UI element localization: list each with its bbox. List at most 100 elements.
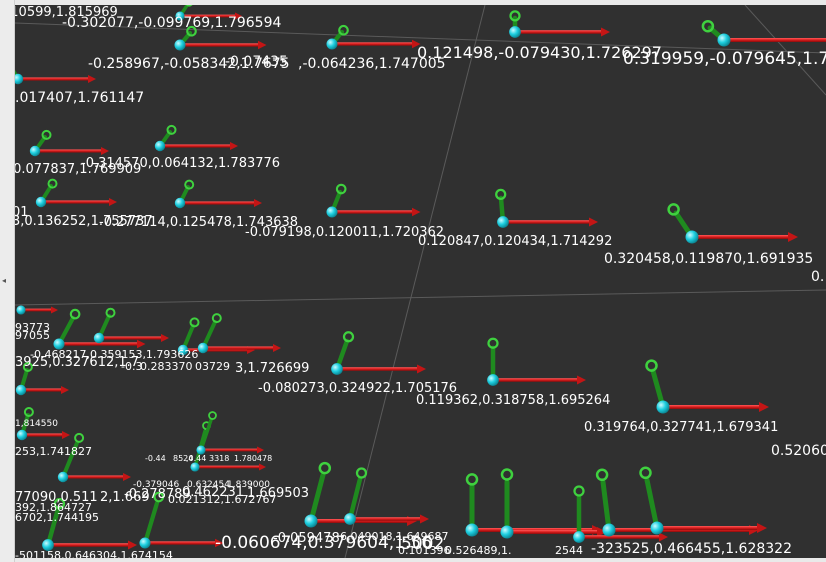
y-axis-arrowhead	[186, 25, 197, 37]
tf-frame	[15, 69, 96, 85]
frame-label: 6,049018,1.649687	[340, 530, 449, 543]
tf-frame	[29, 129, 109, 157]
frame-origin-sphere	[190, 462, 200, 472]
y-axis-arrowhead	[208, 411, 217, 420]
tf-frame	[139, 491, 224, 549]
x-axis-arrow	[332, 42, 412, 46]
collapse-arrow-icon[interactable]: ◂	[2, 276, 7, 285]
y-axis-arrowhead	[667, 203, 680, 216]
frame-label: 77090,0.511	[15, 490, 98, 505]
frame-label: -0.302077,-0.099769,1.796594	[62, 15, 282, 31]
frame-label: 0.320458,0.119870,1.691935	[604, 251, 814, 267]
tf-frame	[500, 468, 607, 539]
x-axis-arrow	[183, 348, 247, 352]
frame-origin-sphere	[487, 374, 499, 386]
y-axis-arrowhead	[69, 308, 81, 320]
frame-origin-sphere	[573, 531, 585, 543]
tf-frame	[42, 497, 137, 551]
left-panel[interactable]: ◂	[0, 0, 15, 562]
frame-origin-sphere	[16, 305, 26, 315]
tf-frame	[331, 331, 426, 375]
y-axis-arrowhead	[355, 467, 368, 479]
y-axis-arrowhead	[318, 461, 332, 475]
x-axis-arrow	[59, 342, 137, 346]
x-axis-arrowhead	[62, 431, 70, 439]
y-axis-arrowhead	[22, 362, 33, 372]
x-axis-arrow	[21, 388, 61, 392]
frame-label: 1.780478	[234, 454, 273, 463]
frame-label: -0.379046	[133, 480, 180, 490]
frame-origin-sphere	[15, 73, 24, 85]
frame-label: -0.3	[121, 360, 143, 373]
x-axis-arrowhead	[601, 27, 610, 37]
frame-origin-sphere	[175, 11, 185, 21]
x-axis-arrow	[657, 526, 757, 530]
frame-label: 0.319959,-0.079645,1.70	[623, 49, 826, 69]
y-axis-arrowhead	[105, 307, 116, 318]
x-axis-arrow	[332, 210, 412, 214]
frame-origin-sphere	[656, 400, 670, 414]
frame-label: 0.120847,0.120434,1.714292	[418, 234, 613, 249]
x-axis-arrow	[579, 535, 659, 539]
x-axis-arrowhead	[254, 199, 262, 207]
3d-viewport[interactable]: 110599,1.815969 -0.302077,-0.099769,1.79…	[15, 5, 826, 558]
tf-frame	[667, 203, 798, 244]
frame-label: -501158,0.646304,1.674154	[15, 549, 173, 558]
frame-label: 1.839000	[227, 480, 270, 490]
grid-lines	[15, 5, 826, 558]
frame-label: ,0.44	[186, 454, 207, 463]
tf-frame	[35, 178, 117, 208]
x-axis-arrowhead	[757, 523, 767, 533]
tf-frame	[154, 124, 238, 152]
x-axis-arrow	[507, 530, 597, 534]
frame-label: 2,1.669	[100, 490, 150, 505]
x-axis-arrow	[99, 336, 161, 340]
x-axis-arrowhead	[258, 40, 267, 50]
y-axis-arrowhead	[211, 313, 222, 324]
tf-frame	[15, 362, 69, 396]
tf-frame	[639, 466, 767, 535]
x-axis-arrowhead	[128, 540, 137, 550]
x-axis-arrow	[692, 235, 788, 239]
y-axis-arrowhead	[166, 124, 177, 135]
y-axis-arrowhead	[701, 19, 715, 33]
frame-label: 3,0.136252,1.755737	[15, 214, 153, 229]
tf-frame	[573, 485, 668, 543]
x-axis-arrowhead	[101, 147, 109, 155]
frame-label: ,0.077837,1.769909	[15, 162, 142, 177]
x-axis-arrowhead	[235, 12, 242, 20]
frame-origin-sphere	[500, 525, 514, 539]
y-axis-arrowhead	[495, 188, 507, 201]
x-axis-arrowhead	[412, 39, 421, 49]
frame-label: -0.314570,0.064132,1.783776	[81, 156, 281, 171]
x-axis-arrow	[195, 465, 259, 469]
tf-frame	[93, 307, 169, 344]
x-axis-arrowhead	[597, 527, 607, 537]
y-axis-arrowhead	[47, 178, 58, 189]
x-axis-arrow	[63, 475, 123, 479]
frame-origin-sphere	[139, 537, 151, 549]
x-axis-arrow	[18, 77, 88, 81]
tf-frame	[326, 24, 421, 50]
frame-label: -0.468217,0.359153,1.793626	[30, 348, 199, 361]
frame-origin-sphere	[35, 196, 47, 208]
frame-label: 110599,1.815969	[15, 5, 118, 20]
frame-label: 6702,1.744195	[15, 511, 99, 524]
tf-frame	[175, 5, 242, 21]
frame-label: 0.632454	[187, 480, 230, 490]
x-axis-arrow	[35, 149, 101, 153]
tf-frame	[509, 10, 610, 38]
x-axis-arrow	[41, 200, 109, 204]
frame-label: -323525,0.466455,1.628322	[591, 541, 792, 557]
x-axis-arrowhead	[589, 217, 598, 227]
frame-label: -0.060674,0.379604,1.56	[215, 533, 433, 553]
tf-frame	[701, 19, 826, 47]
frame-origin-sphere	[717, 33, 731, 47]
tf-frame	[465, 473, 602, 537]
x-axis-arrowhead	[51, 306, 58, 314]
y-axis-arrow	[347, 476, 363, 522]
y-axis-arrowhead	[639, 466, 652, 480]
y-axis-arrow	[142, 500, 160, 546]
frame-label: -0.07435	[225, 54, 288, 70]
x-axis-arrow	[663, 405, 759, 409]
